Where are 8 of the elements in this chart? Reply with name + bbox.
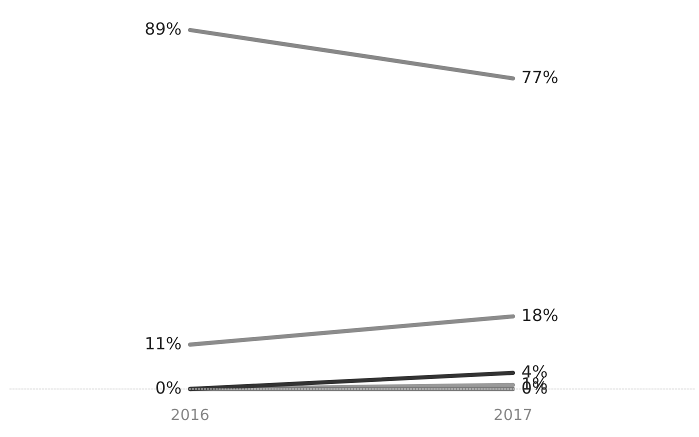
data-label: 4%: [522, 365, 547, 378]
data-label: 18%: [523, 308, 558, 322]
x-tick-label: 2017: [494, 408, 532, 420]
data-label: 0%: [156, 381, 181, 394]
data-label: 89%: [146, 22, 181, 35]
x-tick-label: 2016: [172, 408, 208, 420]
data-label: 11%: [146, 336, 181, 350]
data-label: 77%: [522, 70, 558, 84]
